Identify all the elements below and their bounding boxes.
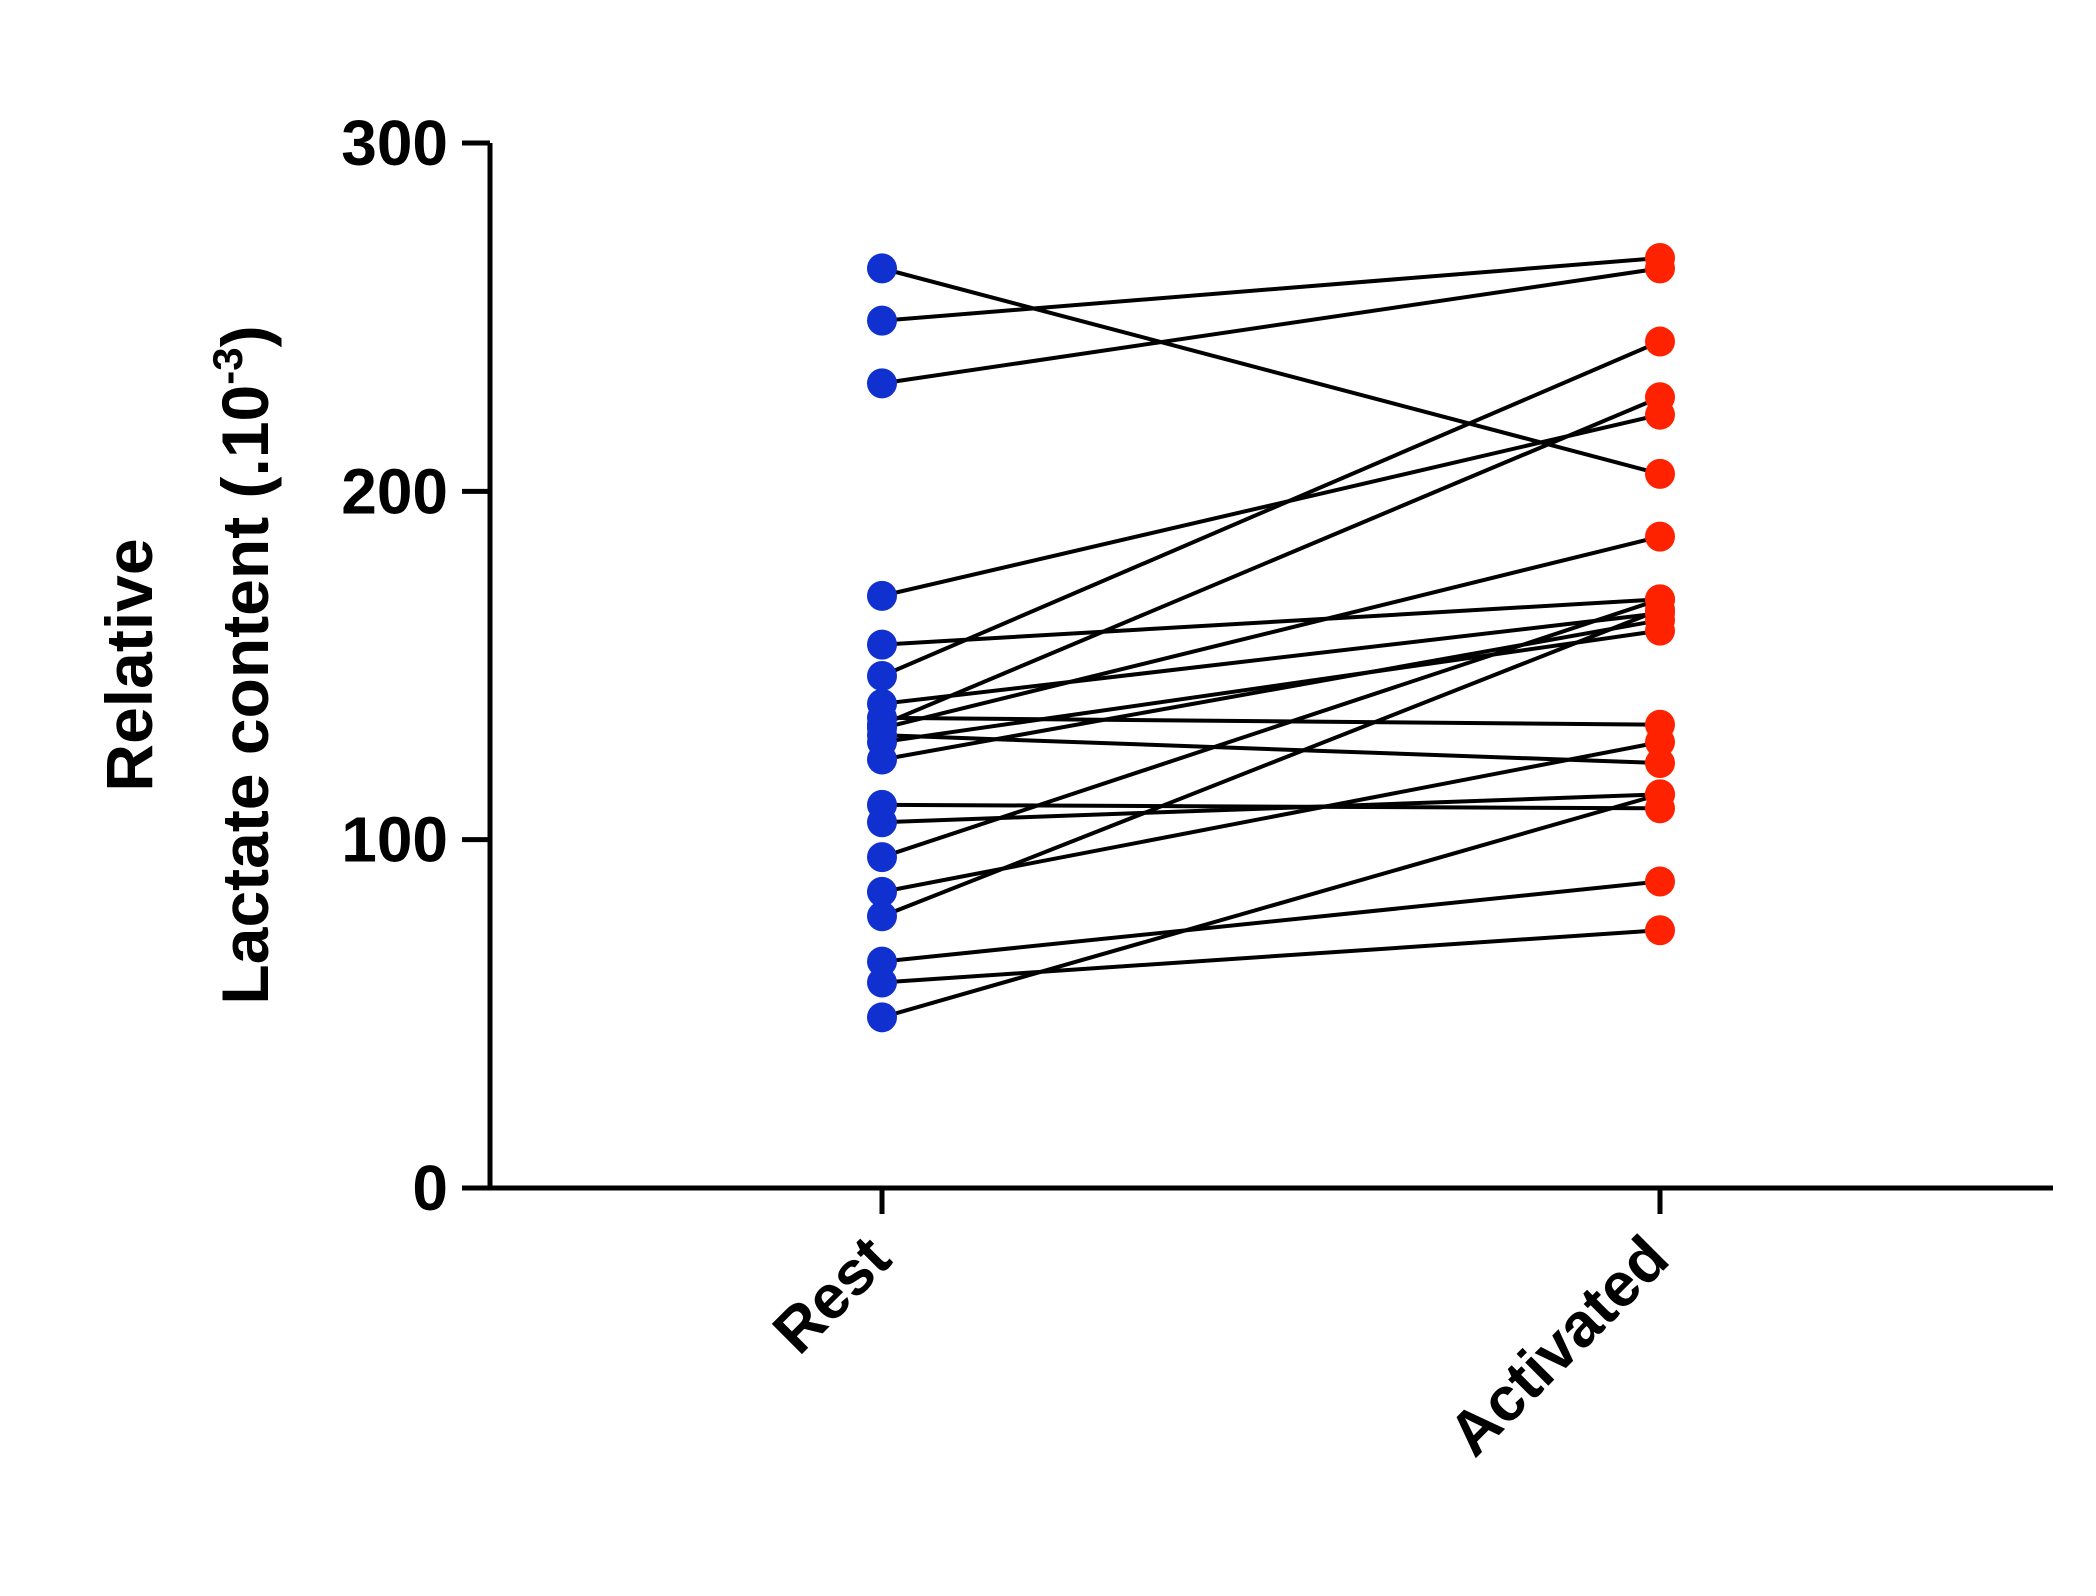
- pair-line: [881, 611, 1661, 706]
- y-ticks: 0 100 200 300: [341, 107, 490, 1224]
- x-categories: Rest Activated: [760, 1188, 1682, 1469]
- rest-point: [867, 901, 897, 932]
- activated-point: [1645, 594, 1675, 625]
- rest-point: [867, 253, 897, 284]
- pair-line: [881, 597, 1661, 859]
- pair-line: [881, 339, 1661, 678]
- rest-point: [867, 807, 897, 838]
- pair-line: [881, 733, 1661, 766]
- pair-line: [881, 607, 1661, 919]
- y-axis-label-main: Lactate content (.10: [208, 385, 282, 1005]
- rest-point: [867, 744, 897, 775]
- activated-point: [1645, 382, 1675, 413]
- rest-point: [867, 842, 897, 873]
- activated-point: [1645, 727, 1675, 758]
- activated-point: [1645, 866, 1675, 897]
- rest-point: [867, 1002, 897, 1033]
- activated-point: [1645, 253, 1675, 284]
- pair-line: [881, 534, 1661, 731]
- pair-line: [881, 879, 1661, 964]
- pair-line: [881, 792, 1661, 1020]
- pair-line: [881, 412, 1661, 598]
- activated-point: [1645, 779, 1675, 810]
- pair-line: [881, 792, 1661, 825]
- activated-point: [1645, 458, 1675, 489]
- rest-point: [867, 629, 897, 660]
- rest-point: [867, 876, 897, 907]
- y-axis-label-end: ): [208, 325, 282, 347]
- pair-line: [881, 255, 1661, 323]
- pair-line: [881, 715, 1661, 727]
- y-axis-label-line2: Lactate content (.10-3): [204, 325, 282, 1004]
- rest-point: [867, 967, 897, 998]
- pair-lines: [881, 255, 1661, 1020]
- rest-point: [867, 946, 897, 977]
- activated-point: [1645, 915, 1675, 946]
- pair-line: [881, 928, 1661, 985]
- rest-point: [867, 580, 897, 611]
- data-points: [867, 242, 1675, 1033]
- y-tick-label: 200: [341, 455, 448, 527]
- rest-point: [867, 660, 897, 691]
- rest-point: [867, 305, 897, 336]
- x-category-label: Activated: [1436, 1223, 1682, 1469]
- pair-line: [881, 395, 1661, 727]
- y-axis-label-line1: Relative: [92, 538, 166, 791]
- pair-line: [881, 266, 1661, 386]
- activated-point: [1645, 326, 1675, 357]
- y-tick-label: 100: [341, 804, 448, 876]
- y-tick-label: 0: [412, 1152, 448, 1224]
- rest-point: [867, 368, 897, 399]
- pair-line: [881, 597, 1661, 647]
- x-category-label: Rest: [760, 1223, 904, 1367]
- axes: [487, 143, 2053, 1191]
- activated-point: [1645, 748, 1675, 779]
- pair-line: [881, 266, 1661, 476]
- pair-line: [881, 628, 1661, 745]
- y-tick-label: 300: [341, 107, 448, 179]
- activated-point: [1645, 521, 1675, 552]
- y-axis-label-superscript: -3: [204, 347, 251, 384]
